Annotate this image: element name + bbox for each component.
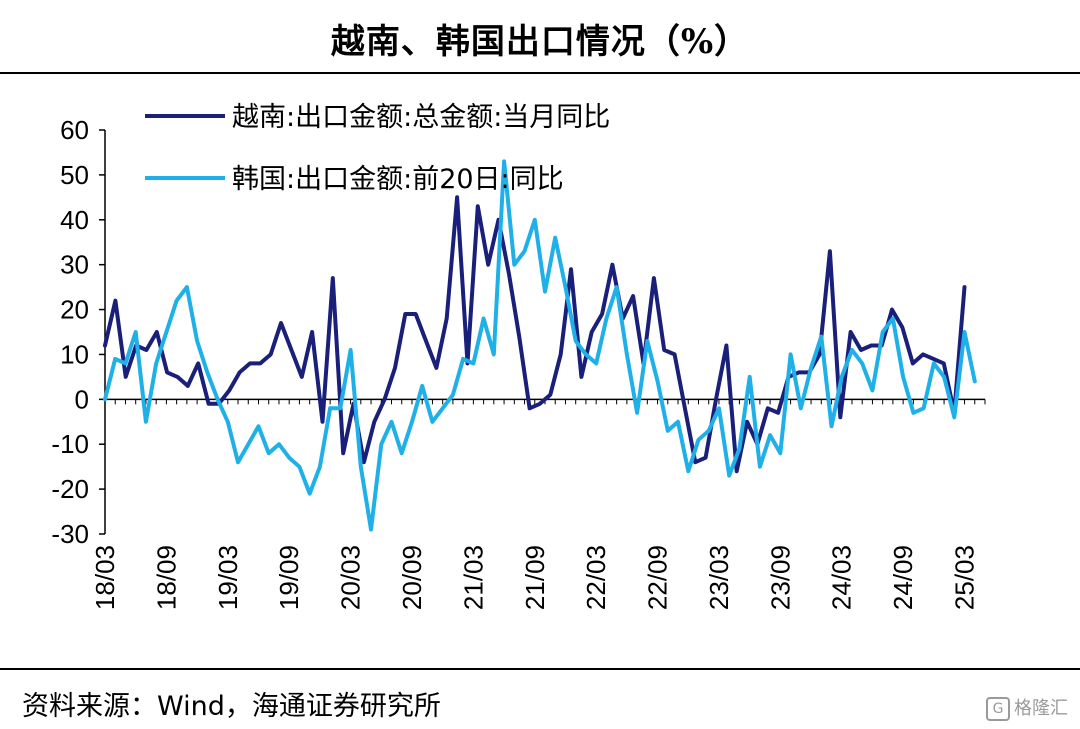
top-rule — [0, 72, 1080, 74]
x-tick-label: 24/03 — [827, 545, 857, 610]
series-layer — [103, 159, 977, 532]
y-tick-label: -10 — [51, 429, 89, 459]
y-tick-label: 30 — [60, 250, 89, 280]
y-tick-label: 60 — [60, 115, 89, 145]
x-tick-label: 20/03 — [336, 545, 366, 610]
watermark: G 格隆汇 — [986, 694, 1068, 721]
bottom-rule — [0, 668, 1080, 670]
x-tick-label: 19/09 — [274, 545, 304, 610]
x-tick-label: 25/03 — [950, 545, 980, 610]
y-tick-label: -20 — [51, 474, 89, 504]
y-tick-label: 50 — [60, 160, 89, 190]
series-line-1 — [103, 195, 967, 474]
x-tick-label: 20/09 — [397, 545, 427, 610]
x-tick-label: 23/09 — [765, 545, 795, 610]
source-note: 资料来源：Wind，海通证券研究所 — [22, 691, 441, 722]
series-line-2 — [103, 159, 977, 532]
x-tick-label: 19/03 — [213, 545, 243, 610]
legend-label-2: 韩国:出口金额:前20日:同比 — [232, 164, 564, 195]
x-tick-label: 18/09 — [151, 545, 181, 610]
y-tick-label: 0 — [75, 384, 89, 414]
watermark-logo-icon: G — [986, 697, 1010, 721]
legend-label-1: 越南:出口金额:总金额:当月同比 — [232, 102, 610, 133]
y-tick-label: 10 — [60, 339, 89, 369]
x-tick-label: 22/03 — [581, 545, 611, 610]
watermark-text: 格隆汇 — [1014, 698, 1068, 719]
x-tick-label: 24/09 — [888, 545, 918, 610]
x-tick-label: 22/09 — [643, 545, 673, 610]
y-tick-label: 40 — [60, 205, 89, 235]
chart-title: 越南、韩国出口情况（%） — [330, 22, 750, 62]
x-tick-label: 21/03 — [458, 545, 488, 610]
y-tick-label: 20 — [60, 295, 89, 325]
x-tick-label: 18/03 — [90, 545, 120, 610]
y-tick-label: -30 — [51, 519, 89, 549]
x-tick-label: 21/09 — [520, 545, 550, 610]
x-tick-label: 23/03 — [704, 545, 734, 610]
